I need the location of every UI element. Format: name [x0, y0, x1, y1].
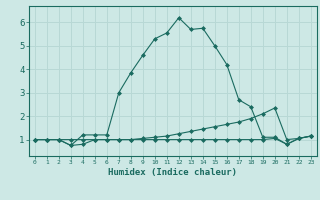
- X-axis label: Humidex (Indice chaleur): Humidex (Indice chaleur): [108, 168, 237, 177]
